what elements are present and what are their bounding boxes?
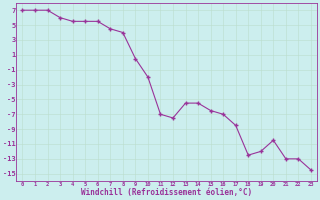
X-axis label: Windchill (Refroidissement éolien,°C): Windchill (Refroidissement éolien,°C) [81, 188, 252, 197]
